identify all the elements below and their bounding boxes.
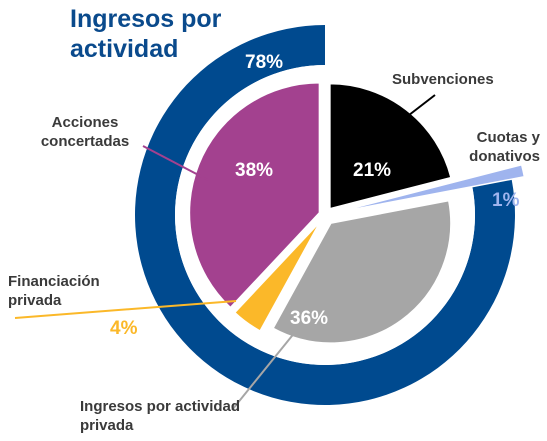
pie-slice [332, 163, 526, 214]
category-label: Ingresos por actividad privada [80, 398, 241, 434]
value-label: 1% [492, 190, 520, 211]
pie-slice [233, 220, 321, 333]
outer-value-label: 78% [245, 52, 284, 73]
value-label: 36% [290, 308, 329, 329]
value-label: 38% [235, 160, 274, 181]
leader-line [142, 145, 209, 181]
pie-slice [272, 199, 452, 344]
category-label: Financiación privada [8, 273, 100, 309]
value-label: 21% [353, 160, 392, 181]
leader-line [14, 300, 237, 319]
category-label: Acciones concertadas [40, 114, 130, 150]
leader-line [231, 325, 301, 411]
pie-slice [188, 82, 321, 309]
leader-line [399, 94, 436, 123]
category-label: Cuotas y donativos [469, 129, 540, 165]
category-label: Subvenciones [392, 71, 494, 88]
chart-title: Ingresos por actividad [70, 5, 222, 63]
value-label: 4% [110, 318, 138, 339]
pie-slice [329, 82, 452, 210]
